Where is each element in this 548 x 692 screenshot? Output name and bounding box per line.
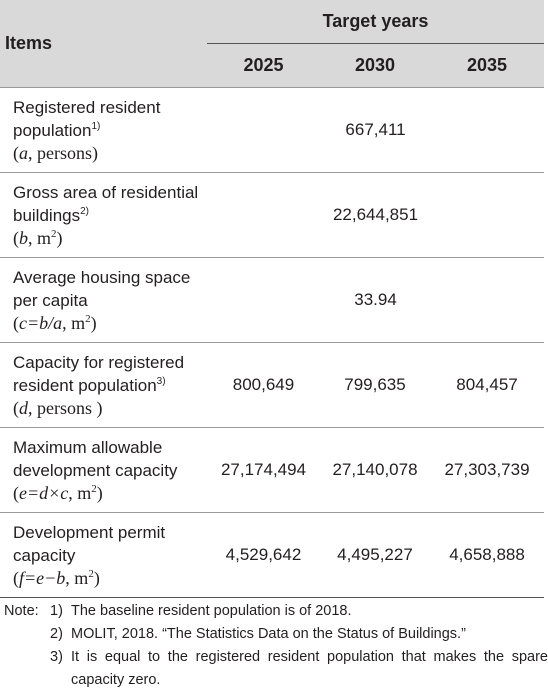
value-cell: 804,457 [430,342,545,428]
unit-part: , m [65,567,89,588]
item-unit: (a, persons) [13,142,203,165]
note-number: 3) [50,649,63,665]
table-row: Average housing space per capita (c=b/a, … [0,257,545,343]
value-cell: 800,649 [207,342,320,428]
unit-part: f=e−b [19,567,66,588]
value-cell: 667,411 [207,87,545,173]
note-label: Note: [4,603,39,619]
header-target-years: Target years [207,0,545,44]
unit-part: a [19,142,28,163]
header-items: Items [0,0,207,88]
unit-part: ( [13,312,19,333]
table-row: Development permit capacity (f=e−b, m2) 4,… [0,512,545,598]
unit-part: ) [96,482,103,503]
unit-part: c=b/a [19,312,63,333]
item-unit: (c=b/a, m2) [13,312,203,335]
value-cell: 33.94 [207,257,545,343]
unit-part: ( [13,567,19,588]
note-label [0,646,50,692]
value-cell: 4,495,227 [320,512,430,598]
item-cell: Gross area of residential buildings2) (b,… [0,172,207,258]
item-unit: (b, m2) [13,227,203,250]
unit-part: 2 [51,227,57,240]
unit-part: , m [28,227,52,248]
item-unit: (e=d×c, m2) [13,482,203,505]
data-table: Items Target years 2025 2030 2035 Register… [0,0,545,598]
value-cell: 22,644,851 [207,172,545,258]
value-cell: 799,635 [320,342,430,428]
unit-part: b [19,227,28,248]
value-cell: 27,140,078 [320,427,430,513]
note-text: MOLIT, 2018. “The Statistics Data on the… [71,626,466,642]
note-number: 2) [50,626,63,642]
header-year: 2030 [320,43,430,88]
unit-part: ( [13,482,19,503]
unit-part: d [19,397,28,418]
note-number: 1) [50,603,63,619]
unit-part: , persons) [28,142,98,163]
table-row: Gross area of residential buildings2) (b,… [0,172,545,258]
note-text: The baseline resident population is of 2… [71,603,352,619]
item-label: Development permit capacity [13,522,166,565]
unit-part: ) [93,567,100,588]
unit-part: ) [56,227,63,248]
item-unit: (f=e−b, m2) [13,567,203,590]
note-label [0,623,50,646]
item-unit: (d, persons ) [13,397,203,420]
table-row: Maximum allowable development capacity (e… [0,427,545,513]
unit-part: 2 [91,482,97,495]
unit-part: , persons ) [28,397,103,418]
value-cell: 27,303,739 [430,427,545,513]
item-label: Average housing space per capita [13,267,191,310]
item-label: Capacity for registered resident populat… [13,352,185,395]
item-label: Maximum allowable development capacity [13,437,178,480]
unit-part: , m [68,482,92,503]
item-note: 1) [91,120,101,132]
item-label: Registered resident population [13,97,161,140]
item-cell: Average housing space per capita (c=b/a, … [0,257,207,343]
unit-part: 2 [88,567,94,580]
note-row: 3) It is equal to the registered resident… [0,646,548,692]
value-cell: 4,658,888 [430,512,545,598]
unit-part: ( [13,227,19,248]
unit-part: e=d×c [19,482,69,503]
table-row: Registered resident population1) (a, pers… [0,87,545,173]
header-year: 2025 [207,43,320,88]
unit-part: 2 [85,312,91,325]
value-cell: 4,529,642 [207,512,320,598]
note-row: 2) MOLIT, 2018. “The Statistics Data on t… [0,623,548,646]
note-text: It is equal to the registered resident p… [71,649,548,688]
unit-part: ( [13,142,19,163]
item-cell: Maximum allowable development capacity (e… [0,427,207,513]
item-cell: Capacity for registered resident populat… [0,342,207,428]
item-cell: Development permit capacity (f=e−b, m2) [0,512,207,598]
header-year: 2035 [430,43,545,88]
item-label: Gross area of residential buildings [13,182,199,225]
item-note: 2) [80,205,90,217]
value-cell: 27,174,494 [207,427,320,513]
table-row: Capacity for registered resident populat… [0,342,545,428]
notes: Note: 1) The baseline resident population … [0,600,548,692]
unit-part: ) [90,312,97,333]
unit-part: ( [13,397,19,418]
item-note: 3) [156,375,166,387]
unit-part: , m [62,312,86,333]
note-row: Note: 1) The baseline resident population … [0,600,548,623]
item-cell: Registered resident population1) (a, pers… [0,87,207,173]
